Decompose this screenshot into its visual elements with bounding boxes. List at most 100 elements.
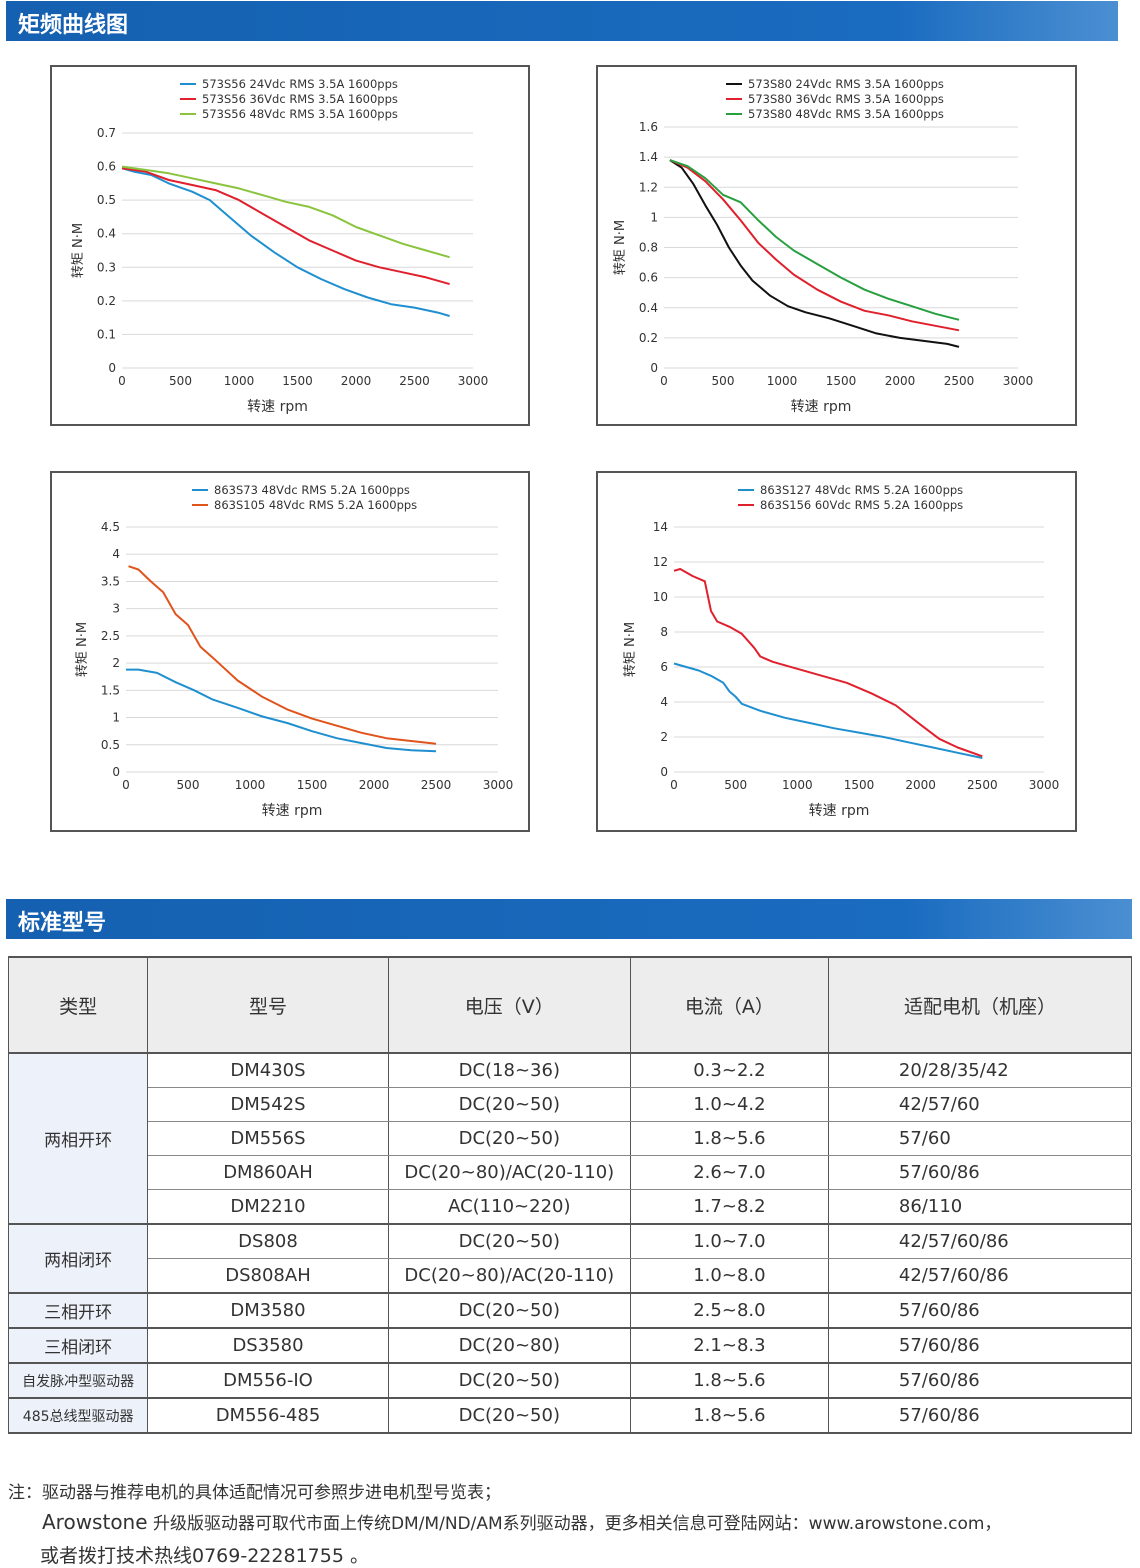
- note-line-1: 注：驱动器与推荐电机的具体适配情况可参照步进电机型号览表；: [8, 1478, 501, 1503]
- cell-model: DS808: [147, 1224, 389, 1259]
- y-tick-label: 0.6: [97, 160, 116, 174]
- cell-model: DM860AH: [147, 1155, 389, 1190]
- chart-863s127: 0 2 4 6 8 10 12 14 0 500 1000 1500 2000 2500 3000 转速 rp…: [596, 471, 1077, 832]
- table-row: 三相开环 DM3580 DC(20~50) 2.5~8.0 57/60/86: [7, 1293, 1133, 1329]
- y-tick-label: 0.7: [97, 126, 116, 140]
- y-tick-label: 0.3: [97, 260, 116, 274]
- note-text-2: 升级版驱动器可取代市面上传统DM/M/ND/AM系列驱动器，更多相关信息可登陆网…: [147, 1514, 1002, 1534]
- cell-voltage: AC(110~220): [388, 1189, 631, 1225]
- x-tick-label: 1000: [782, 778, 813, 792]
- cell-current: 1.8~5.6: [630, 1363, 829, 1399]
- cell-model: DM542S: [147, 1087, 389, 1122]
- section-title-models: 标准型号: [18, 911, 107, 936]
- cell-current: 1.7~8.2: [630, 1189, 829, 1225]
- cell-current: 2.6~7.0: [630, 1155, 829, 1190]
- x-tick-label: 2000: [905, 778, 936, 792]
- series-line: [121, 165, 450, 259]
- y-tick-label: 2: [112, 656, 120, 670]
- cell-model: DM556-IO: [147, 1363, 389, 1399]
- cell-voltage: DC(20~50): [388, 1293, 631, 1329]
- legend-entry: 863S127 48Vdc RMS 5.2A 1600pps: [760, 483, 963, 497]
- cell-motor: 42/57/60: [828, 1087, 1133, 1122]
- y-axis-label: 转矩 N·M: [613, 220, 628, 275]
- series-line: [121, 167, 450, 317]
- y-tick-label: 6: [660, 660, 668, 674]
- cell-model: DM430S: [147, 1053, 389, 1088]
- y-tick-label: 0.5: [97, 193, 116, 207]
- y-tick-label: 0.4: [97, 227, 116, 241]
- section-header-models: 标准型号: [6, 899, 1132, 939]
- note-line-2: Arowstone 升级版驱动器可取代市面上传统DM/M/ND/AM系列驱动器，…: [42, 1509, 1001, 1534]
- x-tick-label: 500: [724, 778, 747, 792]
- x-axis-label: 转速 rpm: [791, 399, 852, 415]
- series-line: [121, 167, 450, 286]
- brand-name: Arowstone: [42, 1510, 148, 1534]
- cell-current: 0.3~2.2: [630, 1053, 829, 1088]
- x-tick-label: 500: [712, 374, 735, 388]
- y-tick-label: 0: [660, 765, 668, 779]
- x-tick-label: 0: [122, 778, 130, 792]
- cell-voltage: DC(20~80): [388, 1328, 631, 1364]
- cell-motor: 57/60: [828, 1121, 1133, 1156]
- series-line: [669, 159, 960, 332]
- cell-model: DM556-485: [147, 1398, 389, 1434]
- cell-model: DS3580: [147, 1328, 389, 1364]
- cell-motor: 57/60/86: [828, 1363, 1133, 1399]
- chart-863s73: 0 0.5 1 1.5 2 2.5 3 3.5 4 4.5 0 500 1000 1500 2000 2500…: [50, 471, 530, 832]
- chart-573s80-svg: 0 0.2 0.4 0.6 0.8 1 1.2 1.4 1.6 0 500 1000 1500 2000 2…: [613, 77, 1033, 415]
- cell-voltage: DC(20~50): [388, 1087, 631, 1122]
- x-tick-label: 2000: [885, 374, 916, 388]
- cell-current: 1.0~8.0: [630, 1258, 829, 1294]
- table-header-row: 类型 型号 电压（V） 电流（A） 适配电机（机座）: [7, 956, 1133, 1054]
- y-tick-label: 8: [660, 625, 668, 639]
- y-axis-label: 转矩 N·M: [623, 622, 638, 677]
- x-tick-label: 1500: [826, 374, 857, 388]
- cell-motor: 42/57/60/86: [828, 1258, 1133, 1294]
- x-tick-label: 2500: [399, 374, 430, 388]
- legend-entry: 573S80 24Vdc RMS 3.5A 1600pps: [748, 77, 944, 91]
- legend-entry: 863S73 48Vdc RMS 5.2A 1600pps: [214, 483, 410, 497]
- table-row: DS808AH DC(20~80)/AC(20-110) 1.0~8.0 42/57/…: [9, 1258, 1133, 1294]
- y-tick-label: 14: [653, 520, 668, 534]
- y-tick-label: 4: [112, 547, 120, 561]
- series-line: [128, 565, 437, 745]
- category-cell: 自发脉冲型驱动器: [7, 1363, 149, 1399]
- table-row: DM556S DC(20~50) 1.8~5.6 57/60: [9, 1121, 1133, 1156]
- x-tick-label: 3000: [1029, 778, 1060, 792]
- table-row: 自发脉冲型驱动器 DM556-IO DC(20~50) 1.8~5.6 57/60/86: [7, 1363, 1133, 1399]
- y-tick-label: 1.5: [101, 683, 120, 697]
- x-tick-label: 2500: [967, 778, 998, 792]
- cell-motor: 42/57/60/86: [828, 1224, 1133, 1259]
- table-row: 两相开环 DM430S DC(18~36) 0.3~2.2 20/28/35/42: [7, 1053, 1133, 1225]
- x-axis-label: 转速 rpm: [247, 399, 308, 415]
- table-row: DM860AH DC(20~80)/AC(20-110) 2.6~7.0 57/60/…: [9, 1155, 1133, 1190]
- note-text-1: 注：驱动器与推荐电机的具体适配情况可参照步进电机型号览表；: [8, 1483, 501, 1503]
- y-tick-label: 2.5: [101, 629, 120, 643]
- y-tick-label: 1.4: [639, 150, 658, 164]
- cell-current: 1.8~5.6: [630, 1398, 829, 1434]
- cell-motor: 20/28/35/42: [828, 1053, 1133, 1088]
- y-tick-label: 2: [660, 730, 668, 744]
- model-table: 类型 型号 电压（V） 电流（A） 适配电机（机座） 两相开环 DM430S DC(18~3…: [7, 956, 1133, 1434]
- table-row: DM542S DC(20~50) 1.0~4.2 42/57/60: [9, 1087, 1133, 1122]
- x-tick-label: 0: [670, 778, 678, 792]
- y-axis-label: 转矩 N·M: [75, 622, 90, 677]
- legend-entry: 863S105 48Vdc RMS 5.2A 1600pps: [214, 498, 417, 512]
- cell-motor: 57/60/86: [828, 1155, 1133, 1190]
- x-tick-label: 500: [169, 374, 192, 388]
- table-row: DM2210 AC(110~220) 1.7~8.2 86/110: [9, 1189, 1133, 1225]
- chart-863s73-svg: 0 0.5 1 1.5 2 2.5 3 3.5 4 4.5 0 500 1000 1500 2000 2500…: [75, 483, 513, 819]
- x-tick-label: 500: [177, 778, 200, 792]
- table-row: 三相闭环 DS3580 DC(20~80) 2.1~8.3 57/60/86: [7, 1328, 1133, 1364]
- series-line: [669, 159, 960, 321]
- x-tick-label: 1500: [282, 374, 313, 388]
- table-header-cell: 型号: [147, 956, 389, 1054]
- x-axis-label: 转速 rpm: [809, 803, 870, 819]
- chart-863s127-svg: 0 2 4 6 8 10 12 14 0 500 1000 1500 2000 2500 3000 转速 rp…: [623, 483, 1060, 819]
- legend-entry: 573S56 48Vdc RMS 3.5A 1600pps: [202, 107, 398, 121]
- cell-model: DS808AH: [147, 1258, 389, 1294]
- cell-motor: 57/60/86: [828, 1398, 1133, 1434]
- legend-entry: 573S56 24Vdc RMS 3.5A 1600pps: [202, 77, 398, 91]
- y-tick-label: 0.4: [639, 301, 658, 315]
- cell-current: 2.5~8.0: [630, 1293, 829, 1329]
